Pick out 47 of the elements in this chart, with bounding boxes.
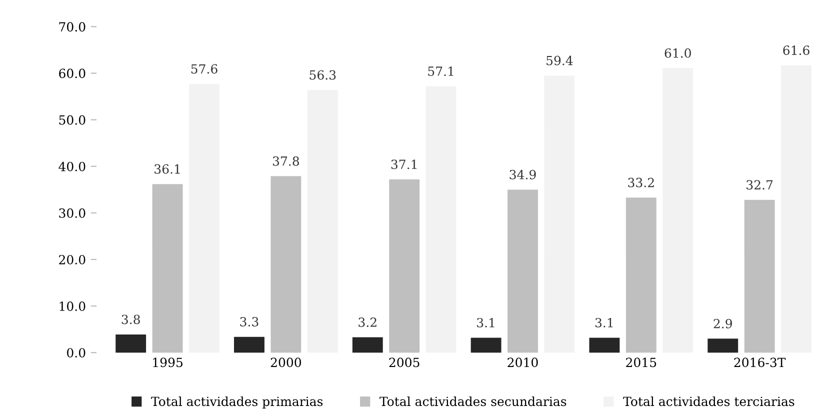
x-tick-label: 2005 xyxy=(389,358,420,368)
x-tick-label: 2016-3T xyxy=(734,358,786,368)
bar xyxy=(508,190,538,353)
x-tick-label: 2000 xyxy=(270,358,302,368)
data-label: 33.2 xyxy=(628,178,654,188)
legend-label: Total actividades primarias xyxy=(151,396,323,409)
y-tick-label: 0.0 xyxy=(67,348,86,358)
data-label: 61.0 xyxy=(664,48,691,58)
legend-label: Total actividades secundarias xyxy=(380,396,566,406)
x-tick-label: 1995 xyxy=(153,358,182,368)
data-label: 3.2 xyxy=(358,317,376,327)
y-tick-label: 20.0 xyxy=(59,254,86,264)
bar xyxy=(116,334,146,353)
data-label: 34.9 xyxy=(510,170,536,180)
data-label: 57.6 xyxy=(191,64,218,74)
bar xyxy=(744,200,775,353)
data-label: 36.1 xyxy=(154,164,180,174)
x-tick-label: 2010 xyxy=(508,358,538,368)
y-tick-label: 70.0 xyxy=(59,22,86,32)
data-label: 3.1 xyxy=(595,318,613,328)
bar xyxy=(626,198,656,353)
y-tick-label: 10.0 xyxy=(60,302,86,311)
data-label: 56.3 xyxy=(310,70,336,80)
y-tick-label: 50.0 xyxy=(59,115,86,125)
bar xyxy=(234,336,264,353)
bar xyxy=(389,179,420,353)
data-label: 61.6 xyxy=(783,46,810,56)
legend-label: Total actividades terciarias xyxy=(623,396,794,406)
data-label: 57.1 xyxy=(428,66,454,76)
y-tick-label: 30.0 xyxy=(59,208,86,218)
bar xyxy=(152,184,183,353)
bar xyxy=(352,337,383,353)
data-label: 32.7 xyxy=(746,180,773,190)
bar xyxy=(270,176,302,353)
y-tick-label: 40.0 xyxy=(58,162,86,172)
data-label: 3.3 xyxy=(240,317,258,326)
data-label: 37.8 xyxy=(272,156,300,166)
data-label: 3.1 xyxy=(477,318,494,328)
data-label: 59.4 xyxy=(546,56,573,66)
data-label: 37.1 xyxy=(391,160,416,170)
x-tick-label: 2015 xyxy=(626,358,656,368)
data-label: 2.9 xyxy=(714,318,732,328)
bar xyxy=(589,338,620,353)
bar xyxy=(708,338,738,353)
data-label: 3.8 xyxy=(122,314,140,324)
bar xyxy=(470,338,502,353)
y-tick-label: 60.0 xyxy=(59,68,86,78)
